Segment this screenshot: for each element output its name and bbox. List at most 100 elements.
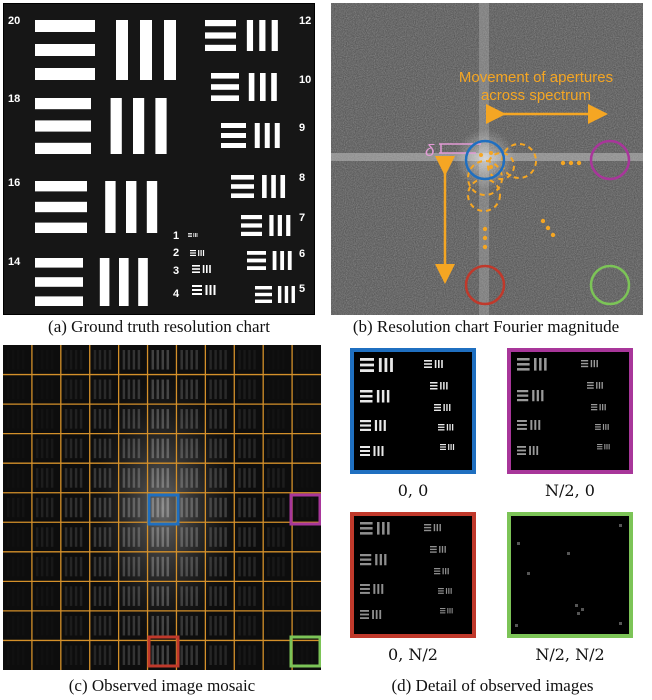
group-8-hbar xyxy=(231,193,254,198)
mosaic-cell xyxy=(64,379,83,400)
mosaic-stripe xyxy=(17,527,20,547)
detail-tile-n2-n2 xyxy=(507,512,633,638)
mosaic-cell xyxy=(64,645,83,665)
group-9-vbar xyxy=(264,123,270,148)
mosaic-cell xyxy=(296,497,314,518)
mosaic-stripe xyxy=(45,409,49,429)
mosaic-stripe xyxy=(272,586,275,606)
mosaic-cell xyxy=(64,438,83,459)
group-4-hbar xyxy=(192,293,202,295)
mosaic-cell xyxy=(296,556,314,577)
mosaic-stripe xyxy=(224,379,227,400)
group-4-vbar xyxy=(209,285,212,295)
group-3-hbar xyxy=(192,271,200,273)
group-18-vbar xyxy=(133,98,145,154)
tile-group-vbar xyxy=(536,446,539,455)
mosaic-cell xyxy=(7,409,25,429)
mosaic-cell xyxy=(7,497,25,518)
tile-group-hbar xyxy=(438,588,444,590)
tile-group-hbar xyxy=(360,358,374,361)
mosaic-stripe xyxy=(306,527,309,547)
tile-group-vbar xyxy=(534,358,537,371)
mosaic-stripe xyxy=(50,556,54,577)
tile-group-hbar xyxy=(360,395,373,398)
mosaic-stripe xyxy=(296,586,299,606)
group-14-vbar xyxy=(138,258,148,306)
mosaic-stripe xyxy=(272,645,275,665)
mosaic-stripe xyxy=(79,586,83,606)
mosaic-cell xyxy=(7,438,25,459)
mosaic-stripe xyxy=(69,468,73,488)
tile-group-vbar xyxy=(450,444,452,450)
tile-group-hbar xyxy=(424,366,432,368)
tile-group-vbar xyxy=(448,588,450,594)
mosaic-stripe xyxy=(98,379,102,400)
mosaic-stripe xyxy=(272,409,275,429)
tile-group-vbar xyxy=(433,524,436,532)
tile-group-hbar xyxy=(434,573,441,575)
mosaic-stripe xyxy=(35,586,39,606)
mosaic-stripe xyxy=(277,586,280,606)
tile-group-vbar xyxy=(441,546,444,553)
group-2-vbar xyxy=(202,250,205,256)
group-5-vbar xyxy=(291,286,295,303)
tile-group-hbar xyxy=(434,404,441,406)
mosaic-stripe xyxy=(12,468,15,488)
group-3-hbar xyxy=(192,265,200,267)
tile-group-hbar xyxy=(360,428,371,431)
mosaic-stripe xyxy=(272,615,275,636)
tile-group-hbar xyxy=(360,450,370,452)
mosaic-stripe xyxy=(214,350,217,370)
group-8-hbar xyxy=(231,175,254,180)
mosaic-stripe xyxy=(17,438,20,459)
mosaic-stripe xyxy=(296,615,299,636)
group-label: 3 xyxy=(173,265,179,277)
group-2-hbar xyxy=(190,250,196,252)
mosaic-stripe xyxy=(22,379,25,400)
group-16-vbar xyxy=(146,181,158,233)
mosaic-stripe xyxy=(238,379,241,400)
tile-group-vbar xyxy=(604,444,606,450)
group-3-vbar xyxy=(209,265,211,273)
mosaic-stripe xyxy=(93,615,97,636)
mosaic-cell xyxy=(209,350,227,370)
mosaic-stripe xyxy=(35,409,39,429)
tile-group-hbar xyxy=(424,526,432,529)
mosaic-stripe xyxy=(74,379,78,400)
mosaic-stripe xyxy=(296,527,299,547)
mosaic-stripe xyxy=(64,468,68,488)
mosaic-stripe xyxy=(7,527,10,547)
tile-group-vbar xyxy=(445,568,447,575)
tile-group-vbar xyxy=(446,404,448,411)
mosaic-stripe xyxy=(267,379,270,400)
group-18-hbar xyxy=(35,142,91,154)
mosaic-stripe xyxy=(277,645,280,665)
tile-group-hbar xyxy=(360,587,370,590)
trajectory-dot xyxy=(545,225,551,231)
mosaic-stripe xyxy=(248,645,251,665)
tile-group-vbar xyxy=(434,360,437,368)
mosaic-stripe xyxy=(137,350,141,370)
tile-group-hbar xyxy=(440,610,446,612)
mosaic-cell xyxy=(267,497,285,518)
tile-group-vbar xyxy=(601,382,603,389)
group-1-hbar xyxy=(188,234,192,236)
mosaic-stripe xyxy=(74,586,78,606)
aperture-magenta xyxy=(589,139,631,181)
mosaic-cell xyxy=(238,409,256,429)
group-8-vbar xyxy=(262,175,267,198)
mosaic-stripe xyxy=(277,497,280,518)
mosaic-stripe xyxy=(243,379,246,400)
group-10-hbar xyxy=(211,73,239,79)
mosaic-stripe xyxy=(296,438,299,459)
tile-group-vbar xyxy=(602,424,605,430)
mosaic-stripe xyxy=(272,379,275,400)
mosaic-stripe xyxy=(301,468,304,488)
mosaic-stripe xyxy=(79,350,83,370)
mosaic-stripe xyxy=(243,586,246,606)
tile-group-vbar xyxy=(373,446,376,456)
tile-group-hbar xyxy=(438,592,444,594)
tile-group-hbar xyxy=(360,424,371,427)
mosaic-stripe xyxy=(12,586,15,606)
group-8-hbar xyxy=(231,184,254,189)
